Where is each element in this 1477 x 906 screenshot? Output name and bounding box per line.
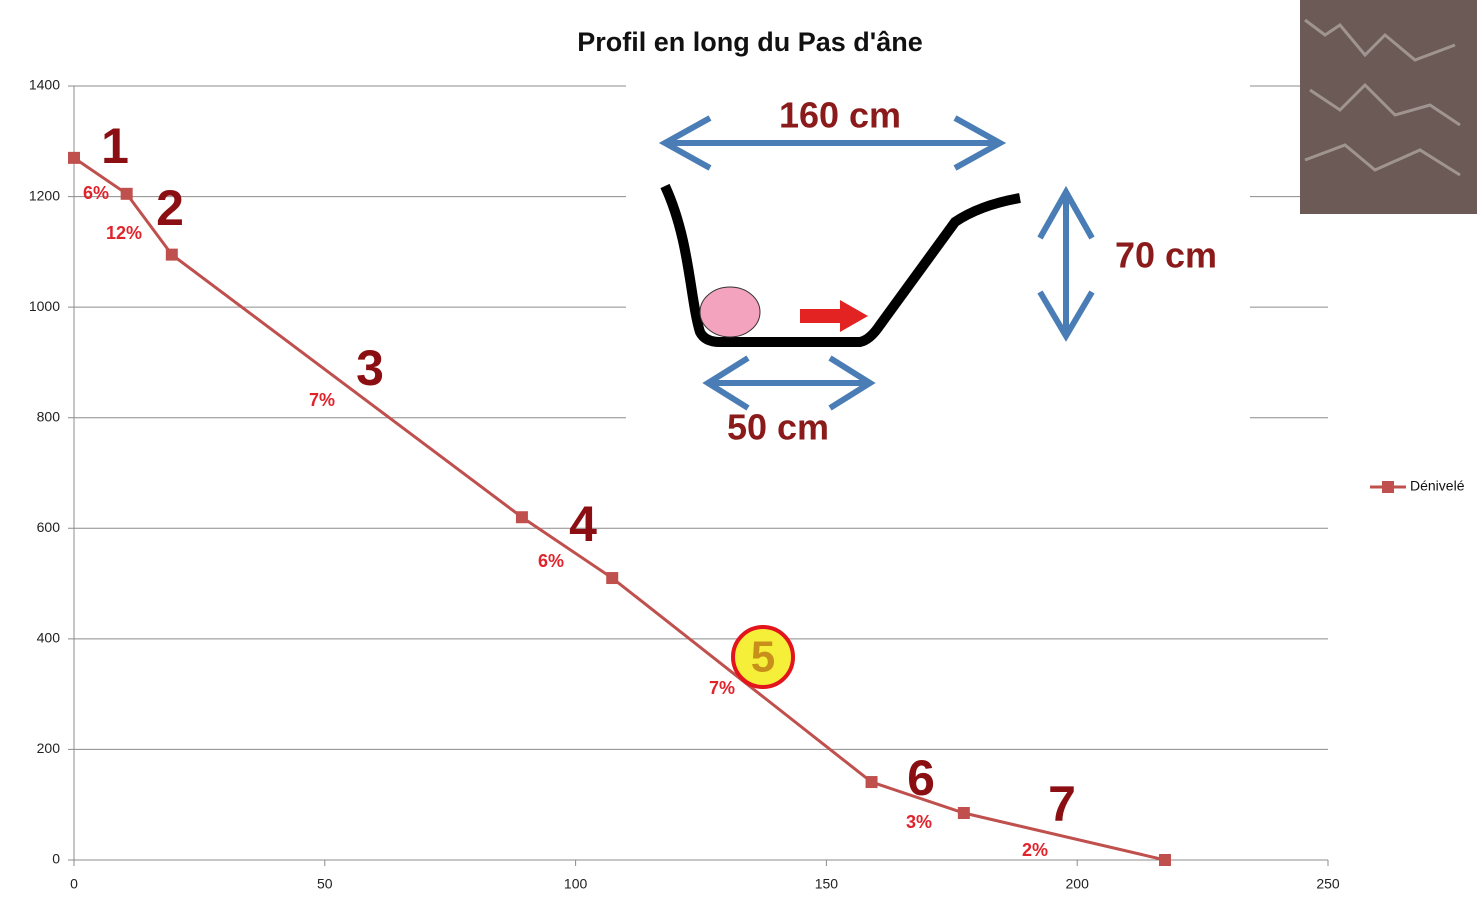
section-label: 3 bbox=[356, 340, 384, 396]
y-tick-label: 800 bbox=[37, 408, 61, 424]
point bbox=[515, 511, 528, 524]
section-label: 6 bbox=[907, 750, 935, 806]
point bbox=[865, 776, 878, 789]
slope-label: 7% bbox=[309, 390, 335, 410]
y-tick-label: 200 bbox=[37, 740, 61, 756]
section-label: 1 bbox=[101, 118, 129, 174]
point bbox=[1158, 854, 1171, 866]
inset-label: 50 cm bbox=[727, 407, 829, 448]
trough-profile bbox=[660, 183, 1021, 347]
photo bbox=[1300, 0, 1477, 214]
x-tick-label: 100 bbox=[564, 876, 588, 892]
x-tick-label: 250 bbox=[1316, 876, 1340, 892]
y-tick-label: 1000 bbox=[29, 298, 60, 314]
legend-label: Dénivelé bbox=[1410, 478, 1465, 494]
highlight-circle bbox=[731, 625, 795, 689]
section-label: 5 bbox=[751, 633, 775, 682]
ball bbox=[699, 286, 761, 338]
point bbox=[606, 572, 619, 585]
section-label: 4 bbox=[569, 496, 597, 552]
slope-label: 7% bbox=[709, 678, 735, 698]
y-tick-label: 1200 bbox=[29, 187, 60, 203]
inset-diagram: 160 cm 70 cm 50 cm bbox=[626, 75, 1250, 465]
section-label: 2 bbox=[156, 180, 184, 236]
chart-title: Profil en long du Pas d'âne bbox=[577, 27, 922, 57]
slope-label: 6% bbox=[83, 183, 109, 203]
series-line bbox=[73, 156, 1166, 862]
y-tick-label: 1400 bbox=[29, 77, 60, 93]
slope-label: 12% bbox=[106, 223, 142, 243]
x-tick-label: 0 bbox=[70, 876, 78, 892]
slope-label: 6% bbox=[538, 551, 564, 571]
dimension-arrows bbox=[658, 115, 1095, 411]
point bbox=[165, 248, 178, 261]
photo-texture bbox=[1304, 18, 1461, 177]
y-tick-label: 600 bbox=[37, 519, 61, 535]
legend-marker bbox=[1382, 481, 1394, 493]
y-tick-label: 400 bbox=[37, 630, 61, 646]
point bbox=[957, 807, 970, 820]
point bbox=[68, 151, 80, 164]
slope-label: 3% bbox=[906, 812, 932, 832]
inset-label: 70 cm bbox=[1115, 235, 1217, 276]
x-tick-label: 200 bbox=[1066, 876, 1090, 892]
section-label: 7 bbox=[1048, 776, 1076, 832]
y-tick-label: 0 bbox=[52, 851, 60, 867]
red-arrow bbox=[800, 300, 868, 332]
point bbox=[120, 187, 133, 200]
x-tick-label: 150 bbox=[815, 876, 839, 892]
slope-label: 2% bbox=[1022, 840, 1048, 860]
inset-label: 160 cm bbox=[779, 95, 901, 136]
x-tick-label: 50 bbox=[317, 876, 333, 892]
